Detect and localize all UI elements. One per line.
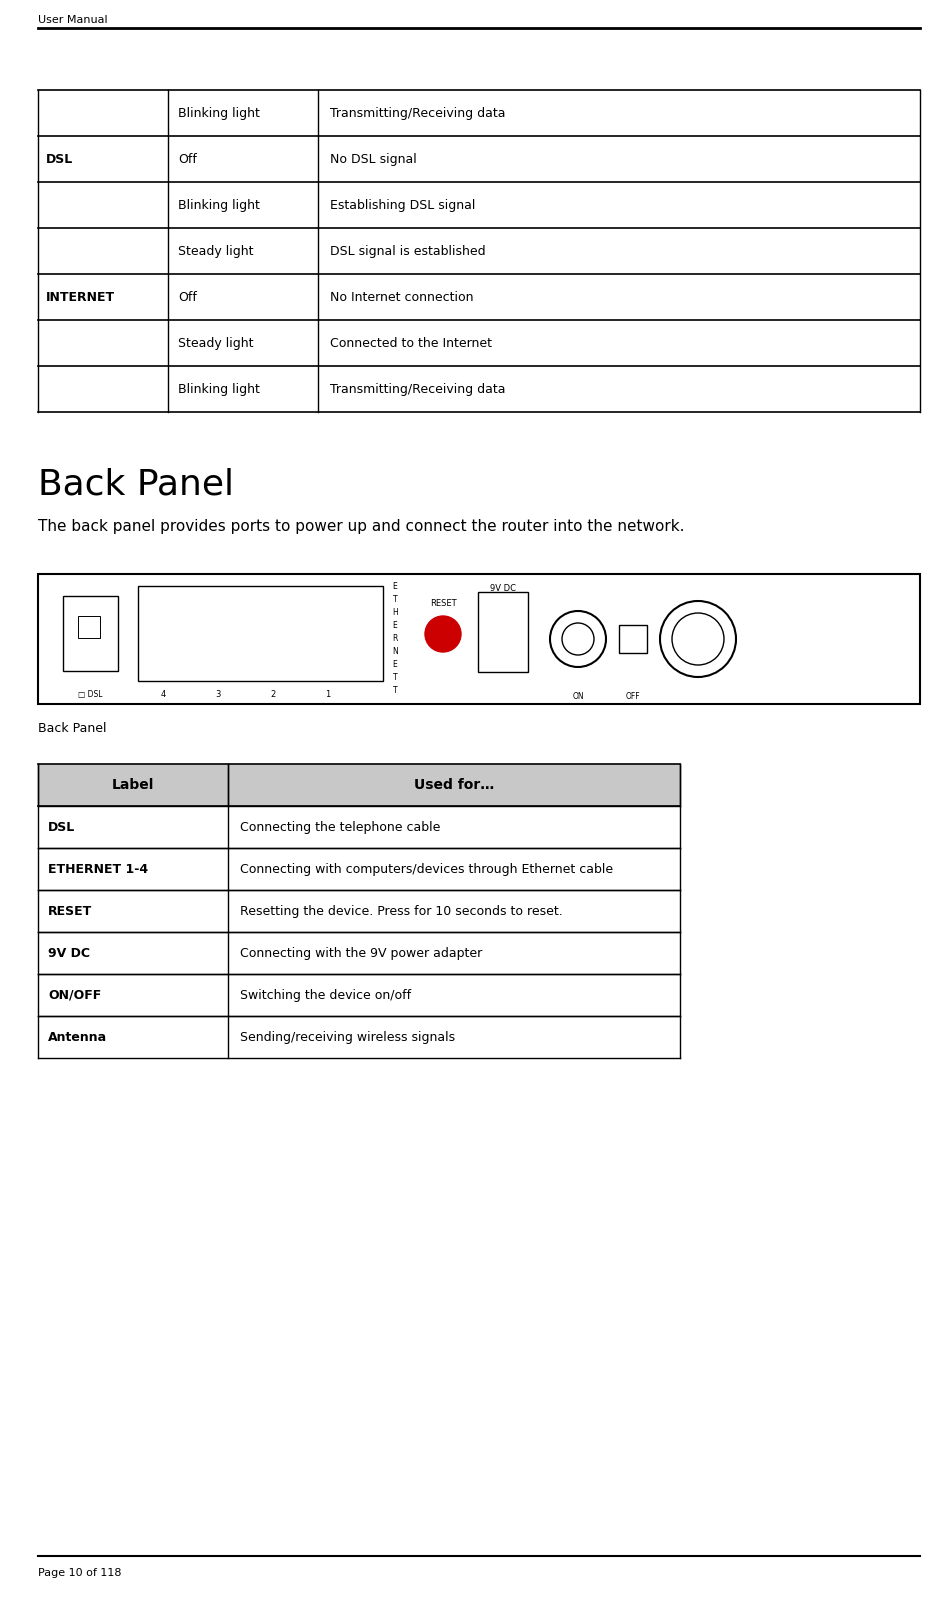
Text: Back Panel: Back Panel bbox=[38, 722, 106, 735]
Bar bbox=[38, 849, 680, 890]
Text: Off: Off bbox=[178, 290, 197, 304]
Text: No Internet connection: No Internet connection bbox=[330, 290, 474, 304]
Text: ETHERNET 1-4: ETHERNET 1-4 bbox=[48, 863, 148, 876]
Text: OFF: OFF bbox=[626, 692, 640, 701]
Bar bbox=[38, 932, 680, 973]
Text: R: R bbox=[392, 634, 398, 644]
Bar bbox=[478, 592, 528, 672]
Text: ON: ON bbox=[572, 692, 583, 701]
Text: E: E bbox=[393, 583, 398, 591]
Text: Steady light: Steady light bbox=[178, 336, 254, 349]
Text: No DSL signal: No DSL signal bbox=[330, 152, 417, 165]
Text: Sending/receiving wireless signals: Sending/receiving wireless signals bbox=[240, 1031, 456, 1044]
Text: Label: Label bbox=[112, 778, 154, 792]
Text: DSL: DSL bbox=[48, 820, 75, 834]
Text: E: E bbox=[393, 660, 398, 669]
Text: 4: 4 bbox=[160, 690, 166, 698]
Bar bbox=[38, 1017, 680, 1058]
Text: Connected to the Internet: Connected to the Internet bbox=[330, 336, 492, 349]
Text: 9V DC: 9V DC bbox=[490, 584, 516, 592]
Text: Back Panel: Back Panel bbox=[38, 467, 234, 501]
Text: 3: 3 bbox=[215, 690, 221, 698]
Text: RESET: RESET bbox=[430, 599, 456, 608]
Text: Establishing DSL signal: Establishing DSL signal bbox=[330, 199, 475, 211]
Bar bbox=[38, 575, 920, 704]
Text: N: N bbox=[392, 647, 398, 656]
Text: 9V DC: 9V DC bbox=[48, 946, 90, 959]
Circle shape bbox=[660, 600, 736, 677]
Text: RESET: RESET bbox=[48, 905, 92, 917]
Bar bbox=[138, 586, 383, 680]
Bar bbox=[63, 596, 118, 671]
Text: Antenna: Antenna bbox=[48, 1031, 107, 1044]
Text: Steady light: Steady light bbox=[178, 245, 254, 258]
Bar bbox=[38, 973, 680, 1017]
Circle shape bbox=[562, 623, 594, 655]
Text: Transmitting/Receiving data: Transmitting/Receiving data bbox=[330, 383, 506, 395]
Text: Connecting with computers/devices through Ethernet cable: Connecting with computers/devices throug… bbox=[240, 863, 613, 876]
Text: E: E bbox=[393, 621, 398, 631]
Circle shape bbox=[425, 616, 461, 652]
Text: 1: 1 bbox=[326, 690, 331, 698]
Text: H: H bbox=[392, 608, 398, 616]
Text: INTERNET: INTERNET bbox=[46, 290, 116, 304]
Text: 2: 2 bbox=[271, 690, 276, 698]
Circle shape bbox=[672, 613, 724, 664]
Text: Page 10 of 118: Page 10 of 118 bbox=[38, 1567, 121, 1579]
Text: User Manual: User Manual bbox=[38, 14, 108, 26]
Text: T: T bbox=[393, 685, 398, 695]
Text: Blinking light: Blinking light bbox=[178, 107, 259, 120]
Bar bbox=[38, 805, 680, 849]
Circle shape bbox=[550, 612, 606, 668]
Text: ON/OFF: ON/OFF bbox=[48, 988, 101, 1002]
Text: Blinking light: Blinking light bbox=[178, 383, 259, 395]
Text: Blinking light: Blinking light bbox=[178, 199, 259, 211]
Text: Resetting the device. Press for 10 seconds to reset.: Resetting the device. Press for 10 secon… bbox=[240, 905, 563, 917]
Text: DSL: DSL bbox=[46, 152, 73, 165]
Bar bbox=[38, 890, 680, 932]
Text: The back panel provides ports to power up and connect the router into the networ: The back panel provides ports to power u… bbox=[38, 519, 685, 535]
Bar bbox=[38, 764, 680, 805]
Text: Connecting with the 9V power adapter: Connecting with the 9V power adapter bbox=[240, 946, 482, 959]
Text: T: T bbox=[393, 672, 398, 682]
Bar bbox=[78, 616, 100, 639]
Text: Switching the device on/off: Switching the device on/off bbox=[240, 988, 411, 1002]
Text: □ DSL: □ DSL bbox=[78, 690, 102, 698]
Text: Used for…: Used for… bbox=[414, 778, 494, 792]
Text: T: T bbox=[393, 596, 398, 604]
Bar bbox=[619, 624, 647, 653]
Text: Connecting the telephone cable: Connecting the telephone cable bbox=[240, 820, 440, 834]
Text: DSL signal is established: DSL signal is established bbox=[330, 245, 486, 258]
Text: Transmitting/Receiving data: Transmitting/Receiving data bbox=[330, 107, 506, 120]
Text: Off: Off bbox=[178, 152, 197, 165]
